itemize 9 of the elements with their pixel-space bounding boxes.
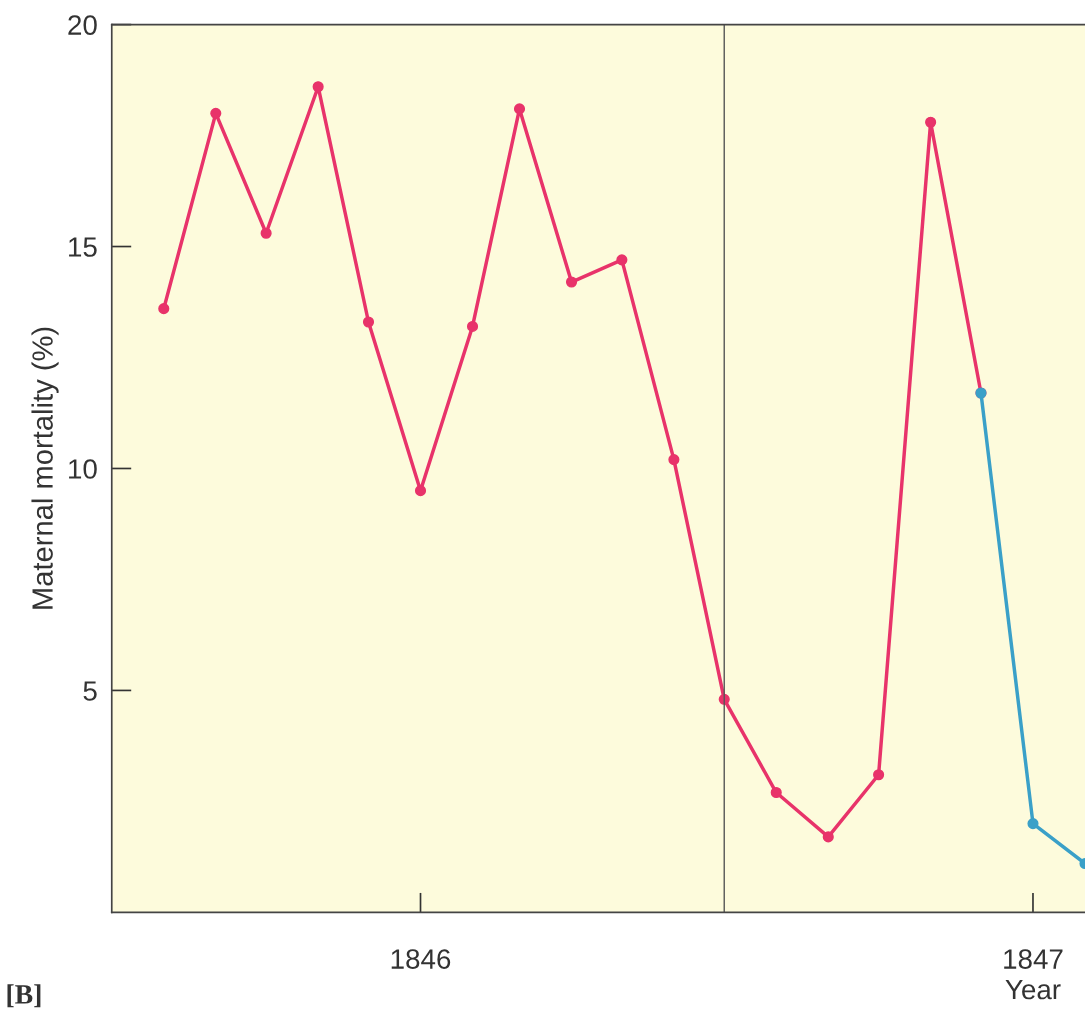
y-tick-label: 20: [68, 15, 97, 35]
x-tick-label: 1846: [391, 949, 451, 969]
text: [B]: [7, 984, 41, 1008]
x-tick-label: 1847: [1004, 949, 1063, 969]
x-axis-title: Year: [1005, 979, 1061, 1000]
y-tick-label: 5: [83, 681, 97, 701]
y-tick-label: 15: [69, 237, 97, 257]
y-tick-label: 10: [69, 459, 97, 479]
y-axis-title: Maternal mortality (%): [31, 327, 59, 609]
